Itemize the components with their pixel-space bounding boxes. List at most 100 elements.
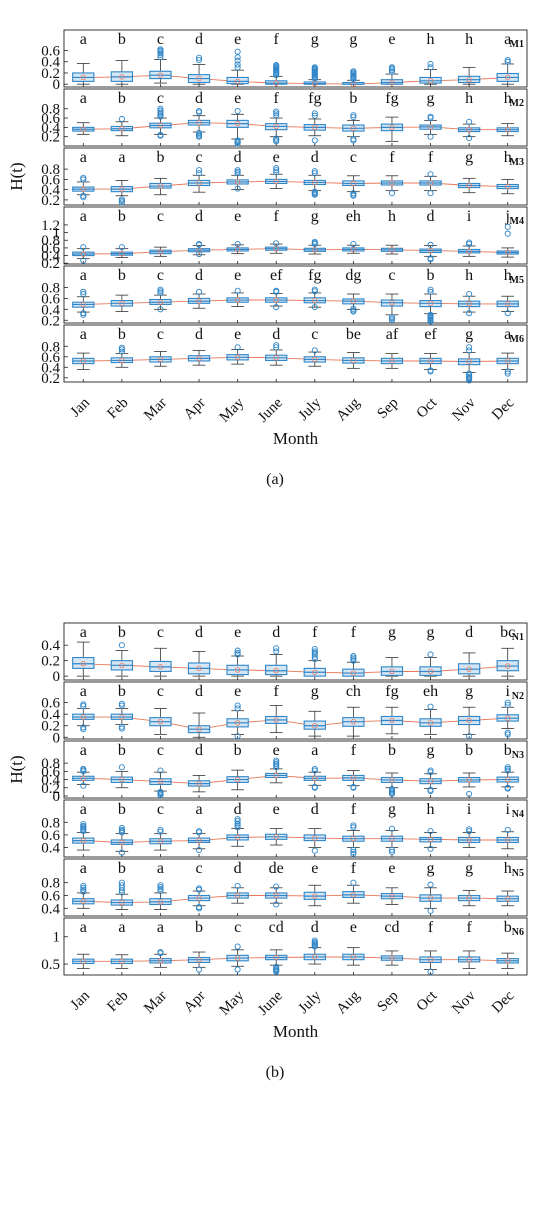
significance-letter: h bbox=[504, 90, 512, 107]
outlier-point bbox=[157, 286, 164, 293]
y-tick-label: 0 bbox=[53, 669, 61, 685]
mean-marker bbox=[80, 251, 86, 257]
mean-marker bbox=[234, 297, 241, 303]
mean-marker bbox=[196, 956, 202, 963]
box-June bbox=[265, 287, 288, 311]
significance-letter: a bbox=[118, 919, 125, 936]
outlier-point bbox=[195, 966, 203, 973]
mean-marker bbox=[80, 358, 86, 364]
mean-marker bbox=[196, 895, 202, 901]
box-July bbox=[303, 828, 326, 854]
y-tick-label: 0.4 bbox=[41, 638, 60, 654]
outlier-point bbox=[427, 968, 434, 975]
box-Jan bbox=[72, 122, 95, 135]
y-axis-label: H(t) bbox=[7, 162, 26, 190]
box-Apr bbox=[187, 54, 211, 85]
outlier-point bbox=[466, 290, 473, 298]
outlier-point bbox=[504, 368, 511, 375]
y-tick-label: 1 bbox=[53, 930, 61, 946]
outlier-point bbox=[427, 367, 434, 374]
significance-letter: c bbox=[157, 801, 164, 818]
mean-marker bbox=[119, 250, 125, 257]
y-tick-label: 0.6 bbox=[41, 696, 60, 712]
mean-marker bbox=[119, 662, 125, 669]
figure-caption: (b) bbox=[266, 1064, 285, 1081]
mean-marker bbox=[80, 74, 86, 81]
mean-marker bbox=[157, 249, 164, 255]
significance-letter: h bbox=[465, 267, 473, 284]
outlier-point bbox=[195, 108, 203, 115]
box-Aug bbox=[342, 112, 365, 144]
box-Apr bbox=[187, 167, 211, 193]
box-Dec bbox=[496, 295, 519, 317]
outlier-point bbox=[234, 702, 241, 709]
y-axis-label: H(t) bbox=[7, 755, 26, 783]
outlier-point bbox=[118, 115, 125, 123]
y-tick-label: 0.4 bbox=[41, 120, 60, 136]
significance-letter: a bbox=[80, 31, 87, 48]
significance-letter: fg bbox=[308, 267, 321, 284]
box-Feb bbox=[110, 344, 134, 368]
box-Apr bbox=[187, 775, 211, 793]
significance-letter: af bbox=[386, 326, 399, 343]
box-May bbox=[226, 48, 249, 85]
significance-letter: b bbox=[118, 31, 126, 48]
outlier-point bbox=[504, 764, 511, 771]
y-tick-label: 0.2 bbox=[41, 313, 60, 329]
outlier-point bbox=[118, 196, 125, 203]
mean-marker bbox=[157, 899, 164, 905]
significance-letter: g bbox=[427, 90, 435, 107]
outlier-point bbox=[157, 46, 164, 53]
panel-M6: 0.20.40.60.8 M6a b c d e d c be af ef g a bbox=[41, 324, 528, 387]
outlier-point bbox=[80, 288, 87, 295]
significance-letter: d bbox=[234, 801, 242, 818]
box-Sep bbox=[380, 244, 404, 255]
outlier-point bbox=[311, 646, 318, 653]
box-Jan bbox=[72, 352, 95, 370]
significance-letter: f bbox=[274, 683, 280, 700]
outlier-point bbox=[427, 311, 434, 318]
x-axis-label: Month bbox=[273, 1022, 319, 1041]
mean-marker bbox=[389, 247, 395, 253]
significance-letter: g bbox=[311, 208, 319, 225]
box-May bbox=[226, 108, 249, 147]
outlier-point bbox=[273, 760, 280, 768]
outlier-point bbox=[118, 889, 125, 896]
outlier-point bbox=[350, 879, 357, 886]
significance-letter: f bbox=[351, 742, 357, 759]
significance-letter: c bbox=[157, 90, 164, 107]
significance-letter: g bbox=[465, 326, 473, 343]
significance-letter: fg bbox=[308, 90, 321, 107]
outlier-point bbox=[311, 112, 318, 119]
mean-marker bbox=[427, 836, 434, 843]
mean-marker bbox=[273, 668, 279, 674]
y-tick-label: 0.2 bbox=[41, 781, 60, 797]
outlier-point bbox=[118, 702, 125, 709]
outlier-point bbox=[504, 58, 511, 65]
box-May bbox=[226, 241, 249, 255]
mean-marker bbox=[157, 838, 164, 844]
outlier-point bbox=[195, 250, 203, 258]
outlier-point bbox=[427, 769, 434, 776]
significance-letter: e bbox=[234, 326, 241, 343]
panel-label: N6 bbox=[512, 927, 524, 938]
significance-letter: d bbox=[272, 326, 280, 343]
significance-letter: d bbox=[195, 208, 203, 225]
outlier-point bbox=[234, 943, 241, 950]
box-Sep bbox=[380, 175, 404, 197]
outlier-point bbox=[350, 824, 357, 831]
mean-marker bbox=[234, 955, 241, 961]
significance-letter: c bbox=[388, 267, 395, 284]
panel-M5: 0.20.40.60.8 M5 a b c d e ef fg dg c b h h bbox=[41, 265, 528, 329]
y-tick-label: 0.8 bbox=[41, 815, 60, 831]
outlier-point bbox=[273, 963, 280, 970]
box-June bbox=[265, 883, 288, 908]
panel-frame bbox=[63, 740, 528, 799]
outlier-point bbox=[80, 882, 87, 889]
box-Nov bbox=[457, 290, 481, 317]
panel-label: M1 bbox=[510, 39, 524, 50]
outlier-point bbox=[504, 765, 511, 772]
mean-marker bbox=[466, 895, 472, 901]
outlier-point bbox=[466, 344, 473, 351]
mean-marker bbox=[273, 772, 279, 779]
